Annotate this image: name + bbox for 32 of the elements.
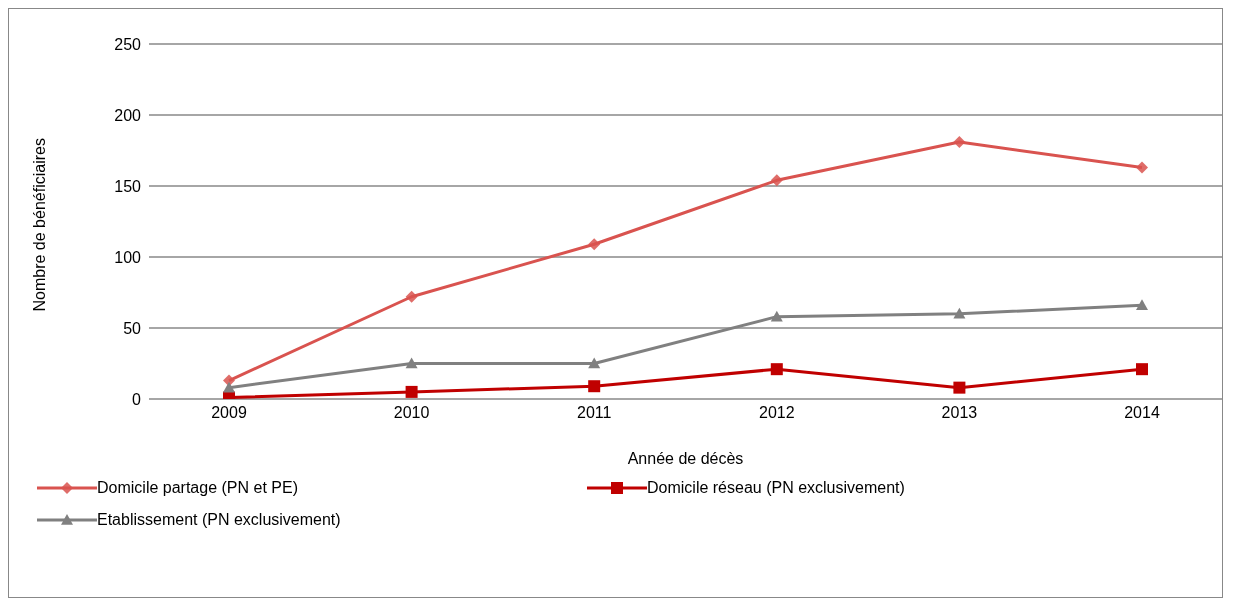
point [1136,363,1148,376]
x-tick-label: 2012 [759,404,795,422]
point [588,238,601,251]
x-axis-title: Année de décès [627,450,744,467]
y-axis-title: Nombre de bénéficiaires [30,138,48,312]
legend-label: Etablissement (PN exclusivement) [97,511,341,529]
x-tick-label: 2011 [577,404,612,422]
point [770,310,783,322]
y-tick-label: 150 [114,177,142,195]
point [405,357,418,369]
point [770,174,783,187]
point [405,385,418,398]
legend-label: Domicile réseau (PN exclusivement) [647,479,905,497]
y-tick-label: 50 [123,319,142,337]
point [588,380,601,393]
point [953,135,966,148]
legend-label: Domicile partage (PN et PE) [97,479,298,497]
y-tick-label: 0 [132,390,142,408]
x-tick-label: 2010 [393,404,430,422]
point [588,357,601,369]
point [953,307,966,319]
point [405,290,418,303]
x-tick-label: 2013 [941,404,978,422]
x-tick-label: 2014 [1124,404,1160,422]
y-tick-label: 200 [114,106,142,124]
y-tick-label: 100 [114,248,142,266]
point [953,381,966,394]
point [1136,299,1148,311]
x-tick-label: 2009 [211,404,247,422]
point [770,363,783,376]
point [1136,161,1148,174]
y-tick-label: 250 [114,35,142,53]
